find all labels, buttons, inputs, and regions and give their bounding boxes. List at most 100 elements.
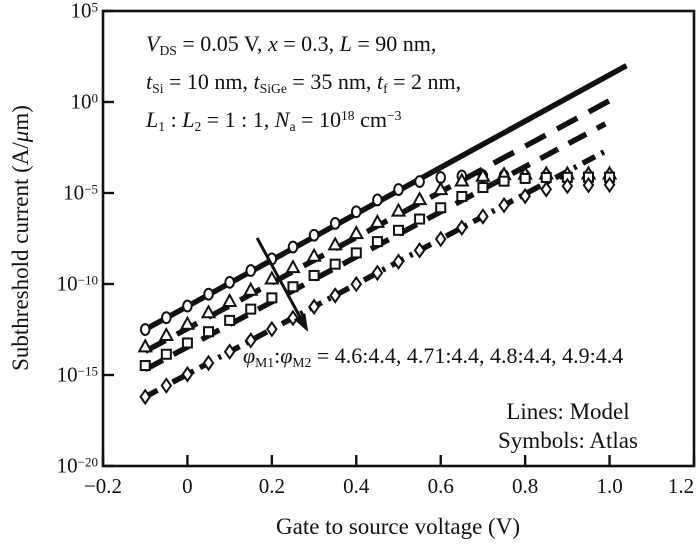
triangle-marker (285, 259, 301, 274)
y-tick-label: 100 (70, 90, 98, 115)
circle-marker (182, 299, 193, 313)
diamond-marker (540, 181, 553, 198)
square-marker (498, 175, 510, 187)
text-segment: SiGe (259, 80, 287, 96)
text-segment: −10 (77, 272, 98, 287)
square-marker (160, 348, 172, 360)
text-segment: −3 (386, 108, 402, 124)
diamond-marker (329, 287, 341, 304)
text-segment: = 1 : 1, (201, 107, 275, 132)
circle-marker (393, 183, 404, 196)
circle-marker (161, 311, 172, 325)
diamond-marker (223, 343, 236, 361)
circle-marker (414, 175, 425, 188)
arrow-shaft (255, 237, 305, 324)
text-segment: 10 (56, 362, 78, 387)
circle-marker (203, 287, 214, 301)
diamond-marker (561, 177, 574, 195)
diamond-marker (160, 377, 173, 394)
diamond-marker (498, 196, 510, 214)
text-segment: 18 (340, 108, 355, 124)
text-segment: x (267, 31, 278, 56)
text-segment: a (289, 118, 296, 134)
diamond-marker (434, 230, 447, 248)
x-tick-label: 0.2 (258, 474, 285, 498)
square-marker (477, 182, 489, 194)
triangle-marker (158, 326, 175, 342)
text-segment: −20 (77, 454, 98, 469)
text-segment: L (146, 107, 159, 132)
circle-marker (245, 264, 257, 277)
text-segment: μ (8, 130, 33, 143)
text-segment: −15 (77, 363, 98, 378)
text-segment: L (182, 107, 195, 132)
text-segment: 10 (70, 89, 92, 114)
y-axis-label: Subthreshold current (A/μm) (8, 105, 34, 371)
diamond-marker (456, 219, 468, 237)
text-segment: V (146, 31, 160, 56)
diamond-marker (413, 241, 426, 259)
text-segment: 10 (63, 180, 85, 205)
text-segment: N (274, 107, 290, 132)
text-segment: = 35 nm, (286, 69, 377, 94)
text-segment: φ (280, 343, 293, 368)
triangle-marker (433, 181, 449, 196)
circle-marker (350, 205, 362, 219)
square-marker (371, 236, 383, 248)
plot-border (101, 9, 696, 468)
diamond-marker (371, 264, 384, 282)
diamond-marker (308, 298, 320, 316)
text-segment: t (376, 69, 384, 94)
text-segment: m) (8, 105, 33, 131)
triangle-marker (306, 247, 322, 262)
text-segment: φ (243, 343, 256, 368)
triangle-marker (369, 213, 386, 228)
circle-marker (287, 240, 299, 254)
text-segment: = 10 nm, (163, 69, 254, 94)
text-segment: M2 (292, 354, 312, 370)
legend-symbols-atlas: Symbols: Atlas (498, 428, 638, 453)
y-tick-label: 10−10 (57, 272, 98, 297)
square-marker (435, 202, 447, 214)
triangle-marker (475, 167, 491, 182)
triangle-marker (243, 281, 259, 296)
atlas-symbols-4.8:4.4 (139, 171, 616, 372)
square-marker (245, 303, 257, 315)
square-marker (456, 190, 468, 202)
text-segment: 5 (91, 0, 98, 14)
text-segment: = 0.05 V, (176, 31, 268, 56)
y-tick-label: 10−20 (57, 454, 98, 479)
text-segment: 10 (56, 453, 78, 478)
diamond-marker (181, 365, 194, 383)
triangle-marker (179, 315, 196, 330)
x-tick-label: 0.6 (427, 474, 454, 498)
square-marker (414, 213, 426, 225)
device-parameter-line: L1 : L2 = 1 : 1, Na = 1018 cm−3 (146, 102, 461, 140)
x-tick-label: −0.2 (83, 474, 123, 498)
circle-marker (308, 228, 320, 242)
text-segment: Si (152, 80, 164, 96)
circle-marker (372, 193, 383, 207)
square-marker (224, 314, 236, 326)
x-tick-label: 0 (182, 474, 193, 498)
text-segment: = 4.6:4.4, 4.71:4.4, 4.8:4.4, 4.9:4.4 (311, 343, 624, 368)
device-parameters-annotation: VDS = 0.05 V, x = 0.3, L = 90 nm, tSi = 1… (146, 26, 461, 140)
diamond-marker (202, 354, 215, 372)
y-tick-label: 10−15 (57, 363, 98, 388)
diamond-marker (582, 176, 595, 194)
text-segment: Subthreshold current (A/ (8, 142, 33, 371)
circle-marker (329, 216, 341, 230)
atlas-symbols-4.9:4.4 (139, 176, 616, 406)
y-tick-label: 10−5 (63, 181, 98, 206)
diamond-marker (519, 187, 531, 205)
text-segment: −5 (84, 181, 98, 196)
text-segment: M1 (255, 354, 275, 370)
text-segment: : (165, 107, 183, 132)
text-segment: 1 (158, 118, 166, 134)
circle-marker (139, 323, 151, 336)
text-segment: L (339, 31, 352, 56)
triangle-marker (200, 304, 217, 319)
y-tick-label: 105 (70, 0, 98, 24)
